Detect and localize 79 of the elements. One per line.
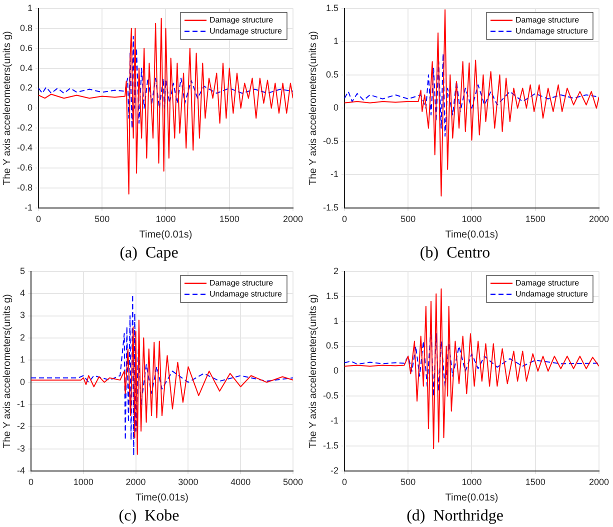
y-tick-label: -3 (16, 443, 25, 454)
legend-label: Damage structure (210, 278, 274, 288)
x-tick-label: 500 (94, 214, 110, 224)
x-axis-title: Time(0.01s) (139, 230, 192, 241)
legend-label: Undamage structure (516, 26, 589, 36)
x-tick-label: 5000 (282, 476, 304, 487)
x-tick-label: 1500 (219, 214, 240, 224)
x-tick-label: 1000 (462, 214, 482, 224)
x-tick-label: 1500 (525, 476, 546, 487)
y-tick-label: 2 (20, 332, 25, 342)
y-tick-label: -2 (16, 421, 25, 432)
x-tick-label: 1000 (73, 476, 94, 487)
y-tick-label: -1.5 (322, 202, 339, 212)
y-axis-title: The Y axis accelerometers(units g) (308, 294, 319, 448)
x-axis-title: Time(0.01s) (136, 492, 188, 504)
text: (c) Kobe (118, 508, 180, 525)
x-tick-label: 4000 (230, 476, 251, 487)
y-tick-label: -0.5 (322, 136, 339, 146)
legend-label: Undamage structure (516, 290, 589, 299)
legend-label: Damage structure (516, 16, 580, 25)
y-tick-label: 0 (333, 102, 339, 113)
x-tick-label: 3000 (178, 476, 198, 487)
y-tick-label: -1 (330, 416, 339, 426)
y-tick-label: -0.8 (16, 182, 33, 193)
text: (a) Cape (120, 244, 178, 262)
y-tick-label: -0.6 (16, 162, 33, 173)
x-tick-label: 0 (36, 214, 42, 224)
y-tick-label: 0.5 (326, 340, 339, 351)
y-tick-label: -0.5 (322, 390, 339, 401)
text: (b) Centro (420, 244, 490, 262)
y-tick-label: -0.2 (16, 122, 33, 133)
y-tick-label: 0.5 (326, 69, 339, 80)
y-tick-label: 1 (27, 2, 33, 13)
y-tick-label: 1.5 (326, 290, 339, 301)
x-axis-title: Time(0.01s) (445, 492, 498, 504)
x-tick-label: 1500 (525, 214, 546, 224)
y-axis-title: The Y axis accelerometers(units g) (2, 31, 13, 186)
y-tick-label: -2 (330, 465, 339, 476)
y-tick-label: 0 (27, 102, 33, 113)
y-axis-title: The Y axis accelerometers(units g) (2, 294, 13, 448)
y-tick-label: -4 (16, 465, 25, 476)
x-tick-label: 2000 (282, 214, 304, 224)
x-axis-title: Time(0.01s) (445, 230, 498, 241)
line-series (344, 53, 599, 137)
x-tick-label: 2000 (588, 214, 610, 224)
y-tick-label: 3 (20, 310, 25, 320)
y-tick-label: -1 (330, 169, 339, 180)
y-tick-label: 0 (333, 366, 339, 376)
legend-label: Damage structure (210, 16, 274, 25)
legend-label: Damage structure (516, 278, 580, 288)
y-tick-label: 1 (333, 36, 339, 46)
x-tick-label: 500 (400, 214, 416, 224)
x-tick-label: 500 (400, 476, 416, 487)
y-tick-label: 0.2 (20, 82, 33, 93)
x-tick-label: 0 (342, 214, 348, 224)
y-tick-label: 0.8 (20, 22, 33, 33)
y-tick-label: 4 (20, 288, 25, 298)
y-tick-label: 1 (20, 354, 25, 365)
x-tick-label: 2000 (126, 476, 146, 487)
y-tick-label: 2 (333, 266, 339, 276)
y-tick-label: 0.4 (20, 62, 33, 73)
line-series (38, 36, 293, 129)
y-axis-title: The Y axis accelerometers(units g) (308, 31, 319, 186)
y-tick-label: 1.5 (326, 2, 339, 13)
x-tick-label: 1000 (462, 476, 482, 487)
y-tick-label: -1.5 (322, 440, 339, 451)
y-tick-label: 0 (20, 376, 25, 387)
y-tick-label: -1 (24, 202, 33, 212)
y-tick-label: -1 (16, 398, 25, 409)
text: (d) Northridge (406, 508, 504, 525)
y-tick-label: 0.6 (20, 42, 33, 53)
legend-label: Undamage structure (210, 290, 283, 299)
y-tick-label: 1 (333, 316, 339, 326)
x-tick-label: 0 (342, 476, 348, 487)
y-tick-label: -0.4 (16, 142, 33, 153)
x-tick-label: 1000 (156, 214, 176, 224)
legend-label: Undamage structure (210, 26, 283, 36)
x-tick-label: 2000 (588, 476, 610, 487)
y-tick-label: 5 (20, 266, 25, 276)
